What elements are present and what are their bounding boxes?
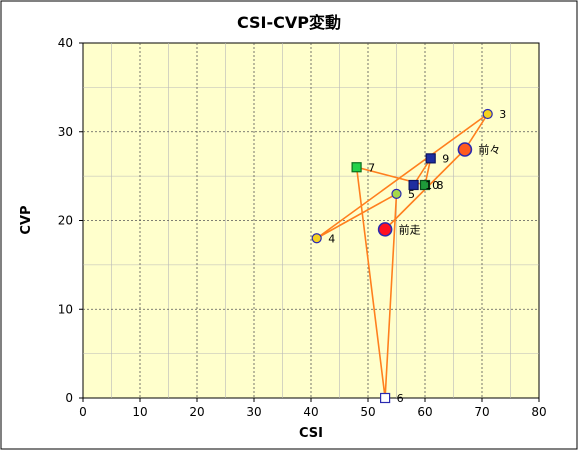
- x-tick-label: 50: [360, 405, 375, 419]
- data-point-10: [408, 179, 419, 191]
- data-label-4: 4: [328, 232, 335, 245]
- data-point-9: [425, 153, 436, 164]
- series-line: [316, 113, 489, 399]
- x-axis-ticks: 0 10 20 30 40 50 60 70 80: [79, 398, 547, 419]
- data-label-3: 3: [499, 108, 506, 121]
- x-tick-label: 40: [303, 405, 318, 419]
- x-axis-label: CSI: [299, 426, 323, 441]
- x-tick-label: 10: [132, 405, 147, 419]
- data-point-前々: [457, 142, 473, 157]
- x-tick-label: 30: [246, 405, 261, 419]
- y-axis-label: CVP: [19, 205, 34, 234]
- y-tick-label: 40: [58, 36, 73, 50]
- series-path: [316, 113, 489, 399]
- data-point-4: [311, 233, 322, 244]
- x-tick-label: 0: [79, 405, 87, 419]
- data-point-7: [351, 162, 362, 173]
- major-grid: [83, 43, 539, 398]
- data-labels: 3 前々 9 7 108 5 前走 4 6: [328, 108, 506, 405]
- data-point-6: [380, 392, 391, 404]
- chart-title: CSI-CVP変動: [237, 13, 341, 32]
- data-point-8: [419, 179, 431, 191]
- data-label-8: 8: [437, 179, 444, 192]
- data-point-前走: [377, 222, 393, 237]
- y-tick-label: 10: [58, 302, 73, 316]
- x-tick-label: 20: [189, 405, 204, 419]
- data-label-10: 10: [425, 179, 439, 192]
- data-label-9: 9: [442, 152, 449, 165]
- x-tick-label: 60: [417, 405, 432, 419]
- data-point-5: [391, 188, 402, 199]
- y-tick-label: 20: [58, 214, 73, 228]
- y-axis-ticks: 0 10 20 30 40: [58, 36, 83, 405]
- data-label-前々: 前々: [478, 143, 500, 157]
- data-label-7: 7: [368, 161, 375, 174]
- data-point-3: [482, 108, 493, 120]
- data-label-前走: 前走: [399, 222, 421, 236]
- y-tick-label: 0: [65, 391, 73, 405]
- x-tick-label: 80: [531, 405, 546, 419]
- data-label-5: 5: [408, 188, 415, 201]
- data-markers: [311, 108, 493, 404]
- x-tick-label: 70: [474, 405, 489, 419]
- y-tick-label: 30: [58, 125, 73, 139]
- data-label-6: 6: [397, 392, 404, 405]
